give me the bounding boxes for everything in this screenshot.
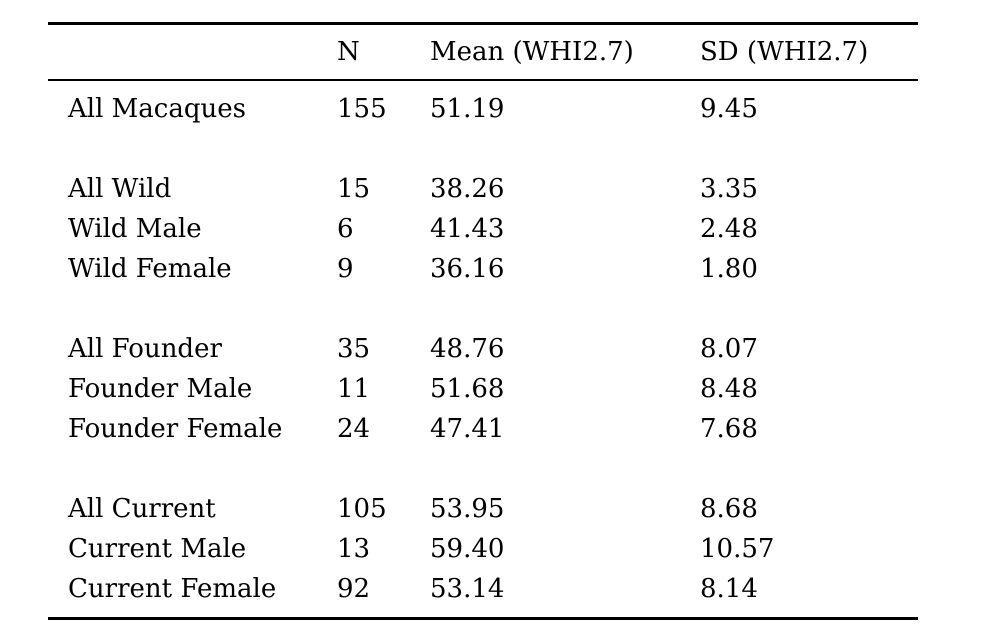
table-row: All Current 105 53.95 8.68 [48,489,918,529]
row-sd: 8.14 [700,574,758,604]
table-row: Current Female 92 53.14 8.14 [48,569,918,609]
table-header-row: N Mean (WHI2.7) SD (WHI2.7) [48,25,918,79]
header-rule [48,79,918,81]
row-mean: 51.68 [430,374,505,404]
row-mean: 53.14 [430,574,505,604]
header-sd: SD (WHI2.7) [700,37,869,67]
row-n: 9 [337,254,354,284]
header-mean: Mean (WHI2.7) [430,37,634,67]
row-sd: 8.68 [700,494,758,524]
row-n: 24 [337,414,371,444]
row-sd: 1.80 [700,254,758,284]
statistics-table: N Mean (WHI2.7) SD (WHI2.7) All Macaques… [48,22,918,620]
row-label: Current Female [68,574,277,604]
row-n: 105 [337,494,387,524]
table-row: Wild Male 6 41.43 2.48 [48,209,918,249]
row-n: 92 [337,574,371,604]
row-mean: 51.19 [430,94,505,124]
group-spacer [48,289,918,329]
row-mean: 47.41 [430,414,505,444]
row-label: All Founder [68,334,222,364]
row-sd: 8.07 [700,334,758,364]
row-label: Founder Male [68,374,253,404]
row-mean: 48.76 [430,334,505,364]
row-mean: 53.95 [430,494,505,524]
table-row: Founder Female 24 47.41 7.68 [48,409,918,449]
row-label: All Wild [68,174,172,204]
row-n: 6 [337,214,354,244]
row-mean: 38.26 [430,174,505,204]
group-spacer [48,129,918,169]
row-label: All Macaques [68,94,246,124]
row-mean: 59.40 [430,534,505,564]
row-sd: 2.48 [700,214,758,244]
row-n: 15 [337,174,371,204]
row-label: Wild Female [68,254,232,284]
row-sd: 7.68 [700,414,758,444]
row-mean: 41.43 [430,214,505,244]
table-row: All Founder 35 48.76 8.07 [48,329,918,369]
row-n: 155 [337,94,387,124]
table-row: Current Male 13 59.40 10.57 [48,529,918,569]
row-sd: 9.45 [700,94,758,124]
row-mean: 36.16 [430,254,505,284]
table-row: All Macaques 155 51.19 9.45 [48,89,918,129]
table-row: Founder Male 11 51.68 8.48 [48,369,918,409]
row-sd: 3.35 [700,174,758,204]
row-sd: 10.57 [700,534,775,564]
table-body: All Macaques 155 51.19 9.45 All Wild 15 … [48,81,918,617]
row-sd: 8.48 [700,374,758,404]
row-label: Current Male [68,534,247,564]
group-spacer [48,449,918,489]
row-label: Wild Male [68,214,202,244]
top-rule [48,22,918,25]
row-n: 35 [337,334,371,364]
table-row: All Wild 15 38.26 3.35 [48,169,918,209]
row-n: 13 [337,534,371,564]
table-row: Wild Female 9 36.16 1.80 [48,249,918,289]
row-label: Founder Female [68,414,283,444]
bottom-rule [48,617,918,620]
row-n: 11 [337,374,371,404]
row-label: All Current [68,494,216,524]
header-n: N [337,37,360,67]
